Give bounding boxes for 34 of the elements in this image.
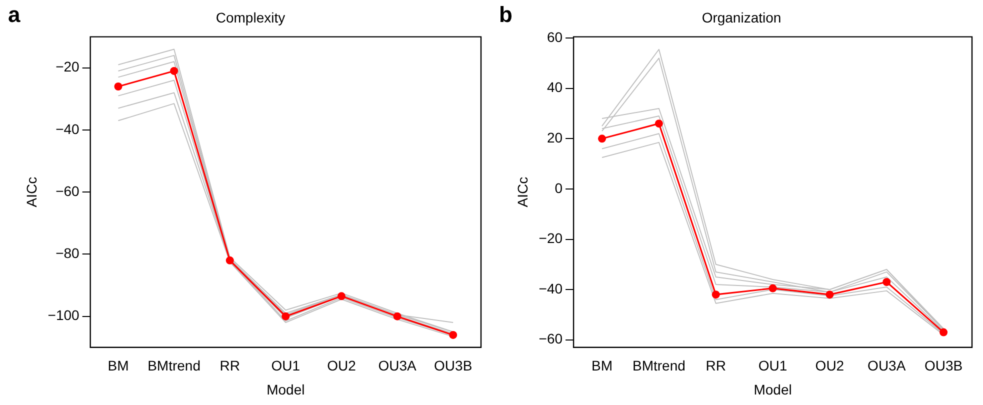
y-axis-title: AICc <box>23 176 40 208</box>
x-tick-label: RR <box>220 358 240 374</box>
x-tick-label: OU3A <box>868 358 906 374</box>
y-axis-title: AICc <box>514 176 530 208</box>
y-tick-label: −20 <box>56 58 80 75</box>
y-tick-label: −20 <box>538 230 563 246</box>
x-tick-label: RR <box>706 358 726 374</box>
y-tick-label: 20 <box>546 130 563 146</box>
y-tick-label: −40 <box>538 280 563 296</box>
x-tick-label: BMtrend <box>148 358 201 374</box>
x-tick-label: OU3B <box>924 358 963 374</box>
x-tick-label: OU3A <box>378 358 418 374</box>
text: b <box>499 2 512 28</box>
x-axis-title: Model <box>754 381 792 398</box>
x-tick-label: OU1 <box>271 358 300 374</box>
text: a <box>8 2 20 28</box>
y-tick-label: −100 <box>48 307 80 324</box>
y-tick-label: −80 <box>56 245 80 262</box>
chart-title: Complexity <box>216 9 286 26</box>
x-tick-label: BMtrend <box>632 358 686 374</box>
x-axis-title: Model <box>266 381 305 398</box>
y-tick-label: −60 <box>538 330 563 347</box>
x-tick-label: BM <box>592 358 613 374</box>
y-tick-label: −40 <box>56 120 80 137</box>
x-tick-label: OU2 <box>815 358 844 374</box>
y-tick-label: 0 <box>554 180 563 196</box>
x-tick-label: OU1 <box>758 358 788 374</box>
x-tick-label: OU2 <box>327 358 356 374</box>
y-tick-label: −60 <box>56 182 80 199</box>
y-tick-label: 40 <box>546 79 563 96</box>
y-tick-label: 60 <box>546 28 563 45</box>
x-tick-label: OU3B <box>434 358 472 374</box>
chart-title: Organization <box>702 9 782 26</box>
x-tick-label: BM <box>108 358 129 374</box>
